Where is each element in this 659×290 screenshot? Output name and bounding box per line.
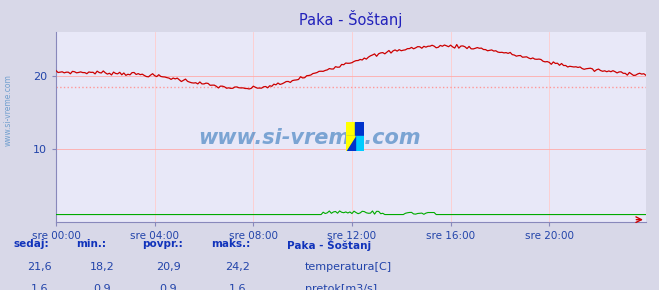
Text: 0,9: 0,9 [159,284,177,290]
Text: pretok[m3/s]: pretok[m3/s] [305,284,377,290]
Text: povpr.:: povpr.: [142,239,183,249]
Text: www.si-vreme.com: www.si-vreme.com [198,128,421,148]
Text: sedaj:: sedaj: [13,239,49,249]
Text: 24,2: 24,2 [225,262,250,272]
Text: 1,6: 1,6 [31,284,48,290]
Bar [346,122,355,136]
Title: Paka - Šoštanj: Paka - Šoštanj [299,10,403,28]
Text: 20,9: 20,9 [156,262,181,272]
Text: 21,6: 21,6 [27,262,52,272]
Text: 1,6: 1,6 [229,284,246,290]
Text: maks.:: maks.: [211,239,250,249]
Text: min.:: min.: [76,239,106,249]
Text: Paka - Šoštanj: Paka - Šoštanj [287,239,371,251]
Text: www.si-vreme.com: www.si-vreme.com [3,74,13,146]
Bar [355,136,364,151]
Text: 0,9: 0,9 [94,284,111,290]
Text: temperatura[C]: temperatura[C] [305,262,392,272]
Polygon shape [346,136,355,151]
Text: 18,2: 18,2 [90,262,115,272]
Bar [346,136,355,151]
Bar [355,122,364,136]
